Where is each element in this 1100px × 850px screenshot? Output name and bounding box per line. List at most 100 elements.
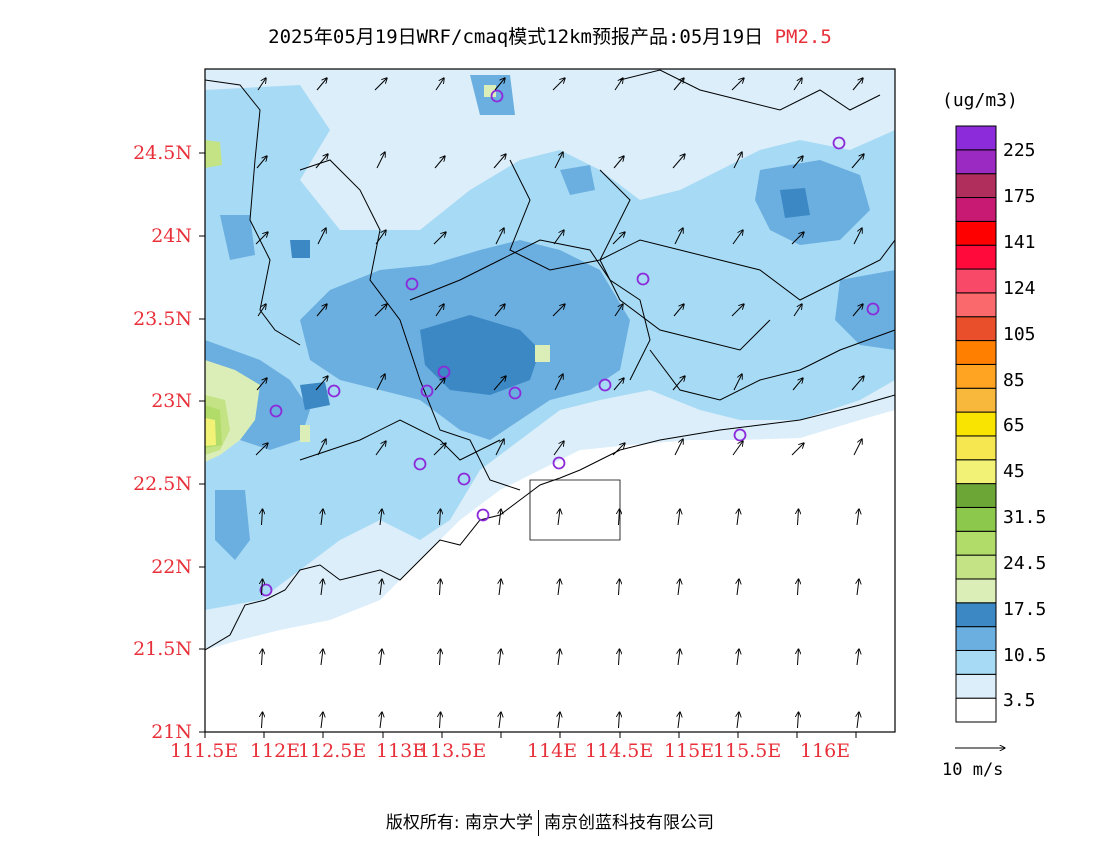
wind-arrow xyxy=(440,509,441,526)
station-marker xyxy=(832,136,846,150)
wind-arrow xyxy=(798,649,799,666)
colorbar-label: 31.5 xyxy=(1003,507,1047,528)
wind-arrow xyxy=(674,228,683,245)
wind-arrow xyxy=(792,156,803,169)
wind-arrow xyxy=(798,509,799,526)
colorbar xyxy=(955,125,997,723)
colorbar-swatch xyxy=(955,149,997,175)
wind-arrow xyxy=(732,230,743,245)
wind-arrow xyxy=(257,304,266,317)
wind-arrow xyxy=(375,441,386,456)
colorbar-swatch xyxy=(955,197,997,222)
station-marker xyxy=(866,302,880,316)
wind-arrow xyxy=(552,304,565,317)
lon-tick-label: 114.5E xyxy=(585,740,654,762)
wind-arrow xyxy=(315,376,328,391)
lon-tick-label: 114E xyxy=(527,740,578,762)
wind-arrow xyxy=(375,230,386,245)
wind-arrow xyxy=(553,441,564,456)
station-marker xyxy=(552,456,566,470)
copyright-right: 南京创蓝科技有限公司 xyxy=(544,813,715,833)
wind-arrow xyxy=(255,443,268,456)
wind-arrow xyxy=(852,78,863,91)
monitoring-stations xyxy=(259,89,880,597)
colorbar-label: 65 xyxy=(1003,415,1025,436)
wind-arrow xyxy=(433,232,446,245)
station-marker xyxy=(457,472,471,486)
lat-tick-label: 24N xyxy=(151,225,192,247)
copyright-left: 版权所有: 南京大学 xyxy=(385,813,534,833)
wind-arrow xyxy=(613,378,624,391)
wind-arrow xyxy=(672,154,685,169)
colorbar-units: (ug/m3) xyxy=(942,90,1018,111)
axis-ticks xyxy=(199,152,857,738)
wind-arrow xyxy=(558,509,560,526)
wind-arrow xyxy=(374,78,387,91)
wind-arrow xyxy=(552,78,565,91)
wind-arrow xyxy=(619,579,620,596)
wind-arrow xyxy=(435,304,444,317)
wind-arrow xyxy=(321,649,323,666)
wind-arrow xyxy=(853,439,862,456)
wind-arrow xyxy=(733,152,742,169)
wind-arrow xyxy=(851,154,864,169)
wind-arrow xyxy=(737,579,739,596)
station-marker xyxy=(327,384,341,398)
colorbar-swatch xyxy=(955,340,997,365)
colorbar-swatch xyxy=(955,578,997,604)
wind-arrow xyxy=(737,509,739,526)
colorbar-label: 10.5 xyxy=(1003,645,1047,666)
colorbar-swatch xyxy=(955,173,997,199)
wind-arrow xyxy=(499,712,501,729)
wind-arrow xyxy=(380,509,382,526)
wind-arrow xyxy=(619,649,620,666)
wind-arrow xyxy=(554,374,563,391)
wind-arrow xyxy=(673,304,684,317)
wind-arrow xyxy=(792,378,803,391)
colorbar-swatch xyxy=(955,697,997,723)
wind-arrow xyxy=(434,378,445,391)
colorbar-label: 225 xyxy=(1003,140,1036,161)
station-marker xyxy=(598,378,612,392)
lon-tick-label: 115.5E xyxy=(713,740,782,762)
wind-arrow xyxy=(499,509,501,526)
lat-tick-label: 23N xyxy=(151,390,192,412)
wind-arrow xyxy=(256,156,267,169)
wind-arrow xyxy=(674,439,683,456)
station-marker xyxy=(508,386,522,400)
wind-arrow xyxy=(440,712,441,729)
wind-arrow xyxy=(857,509,859,526)
wind-arrow xyxy=(678,649,680,666)
lon-tick-label: 112.5E xyxy=(298,740,367,762)
wind-arrow xyxy=(793,78,802,91)
title-main: 2025年05月19日WRF/cmaq模式12km预报产品:05月19日 xyxy=(268,26,764,48)
wind-arrow xyxy=(434,156,445,169)
colorbar-swatch xyxy=(955,602,997,628)
colorbar-label: 141 xyxy=(1003,232,1036,253)
station-marker xyxy=(259,583,273,597)
lon-tick-label: 111.5E xyxy=(170,740,239,762)
wind-arrow xyxy=(317,228,326,245)
wind-arrow xyxy=(733,374,742,391)
wind-arrow xyxy=(678,712,680,729)
wind-arrow xyxy=(380,649,382,666)
colorbar-swatch xyxy=(955,626,997,651)
wind-arrow xyxy=(672,376,685,391)
wind-arrow xyxy=(614,304,623,317)
wind-arrow xyxy=(678,579,680,596)
lat-tick-label: 24.5N xyxy=(133,142,192,164)
colorbar-swatch xyxy=(955,435,997,461)
colorbar-swatch xyxy=(955,649,997,675)
wind-arrow xyxy=(612,232,625,245)
wind-arrow xyxy=(321,579,323,596)
colorbar-swatch xyxy=(955,316,997,342)
wind-arrow xyxy=(737,649,739,666)
colorbar-swatch xyxy=(955,411,997,437)
wind-arrow xyxy=(731,304,744,317)
colorbar-label: 17.5 xyxy=(1003,599,1047,620)
wind-arrow xyxy=(857,579,859,596)
wind-arrow xyxy=(440,649,441,666)
station-marker xyxy=(476,508,490,522)
wind-arrow xyxy=(732,441,743,456)
wind-arrow xyxy=(731,78,744,91)
